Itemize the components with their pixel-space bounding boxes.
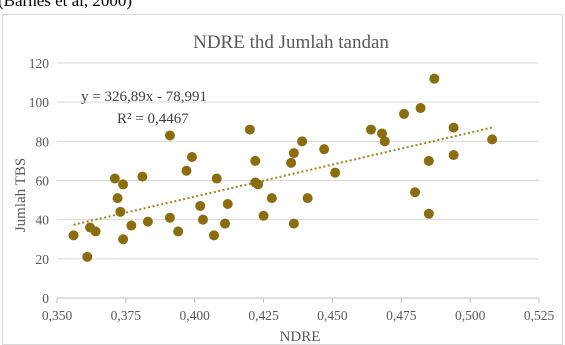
data-point bbox=[415, 103, 426, 114]
data-point bbox=[244, 124, 255, 135]
data-points bbox=[68, 73, 498, 262]
data-point bbox=[208, 230, 219, 241]
data-point bbox=[302, 193, 313, 204]
data-point bbox=[266, 193, 277, 204]
data-point bbox=[211, 173, 222, 184]
data-point bbox=[429, 73, 440, 84]
data-point bbox=[195, 200, 206, 211]
data-point bbox=[487, 134, 498, 145]
x-tick-label: 0,425 bbox=[248, 308, 279, 323]
data-point bbox=[142, 216, 153, 227]
tick-labels: 0 20 40 60 80 100 120 0,350 0,375 0,400 0,425 0,450… bbox=[29, 56, 555, 323]
data-point bbox=[220, 218, 231, 229]
y-axis-title: Jumlah TBS bbox=[13, 158, 29, 232]
data-point bbox=[288, 148, 299, 159]
data-point bbox=[399, 108, 410, 119]
x-tick-label: 0,500 bbox=[455, 308, 486, 323]
data-point bbox=[90, 226, 101, 237]
data-point bbox=[181, 165, 192, 176]
x-tick-label: 0,450 bbox=[317, 308, 348, 323]
data-point bbox=[126, 220, 137, 231]
x-tick-label: 0,400 bbox=[180, 308, 211, 323]
data-point bbox=[377, 128, 388, 139]
data-point bbox=[448, 122, 459, 133]
data-point bbox=[410, 187, 421, 198]
top-caption: (Barnes et al, 2000) bbox=[0, 0, 133, 10]
x-tick-label: 0,475 bbox=[386, 308, 417, 323]
data-point bbox=[297, 136, 308, 147]
data-point bbox=[137, 171, 148, 182]
data-point bbox=[109, 173, 120, 184]
y-tick-label: 100 bbox=[29, 95, 50, 110]
data-point bbox=[118, 179, 129, 190]
data-point bbox=[118, 234, 129, 245]
data-point bbox=[258, 210, 269, 221]
x-axis-title: NDRE bbox=[280, 329, 321, 344]
data-point bbox=[319, 144, 330, 155]
data-point bbox=[448, 150, 459, 161]
data-point bbox=[82, 251, 93, 262]
data-point bbox=[288, 218, 299, 229]
x-tick-label: 0,525 bbox=[524, 308, 555, 323]
y-tick-label: 120 bbox=[29, 56, 50, 71]
y-tick-label: 80 bbox=[36, 134, 50, 149]
data-point bbox=[164, 130, 175, 141]
data-point bbox=[222, 199, 233, 209]
data-point bbox=[164, 212, 175, 223]
chart-area: NDRE thd Jumlah tandan 0 20 40 60 80 100 120 0,… bbox=[2, 14, 563, 345]
trendline-r-squared: R² = 0,4467 bbox=[117, 111, 189, 127]
y-tick-label: 0 bbox=[42, 291, 49, 306]
data-point bbox=[286, 157, 297, 168]
data-point bbox=[197, 214, 208, 225]
data-point bbox=[115, 206, 126, 217]
y-tick-label: 20 bbox=[36, 252, 50, 267]
data-point bbox=[253, 179, 264, 190]
scatter-chart: NDRE thd Jumlah tandan 0 20 40 60 80 100 120 0,… bbox=[13, 32, 555, 344]
x-tick-label: 0,375 bbox=[111, 308, 142, 323]
chart-title: NDRE thd Jumlah tandan bbox=[193, 32, 389, 53]
data-point bbox=[250, 155, 261, 166]
axes bbox=[56, 297, 540, 303]
data-point bbox=[112, 193, 123, 204]
trendline-equation: y = 326,89x - 78,991 bbox=[81, 89, 207, 105]
data-point bbox=[173, 226, 184, 237]
data-point bbox=[365, 124, 376, 135]
y-tick-label: 60 bbox=[36, 174, 50, 189]
data-point bbox=[68, 230, 79, 241]
data-point bbox=[330, 167, 341, 178]
gridlines bbox=[57, 62, 539, 260]
data-point bbox=[186, 152, 197, 162]
data-point bbox=[379, 136, 390, 147]
data-point bbox=[423, 155, 434, 166]
x-tick-label: 0,350 bbox=[42, 308, 73, 323]
data-point bbox=[423, 208, 434, 219]
y-tick-label: 40 bbox=[36, 213, 50, 228]
